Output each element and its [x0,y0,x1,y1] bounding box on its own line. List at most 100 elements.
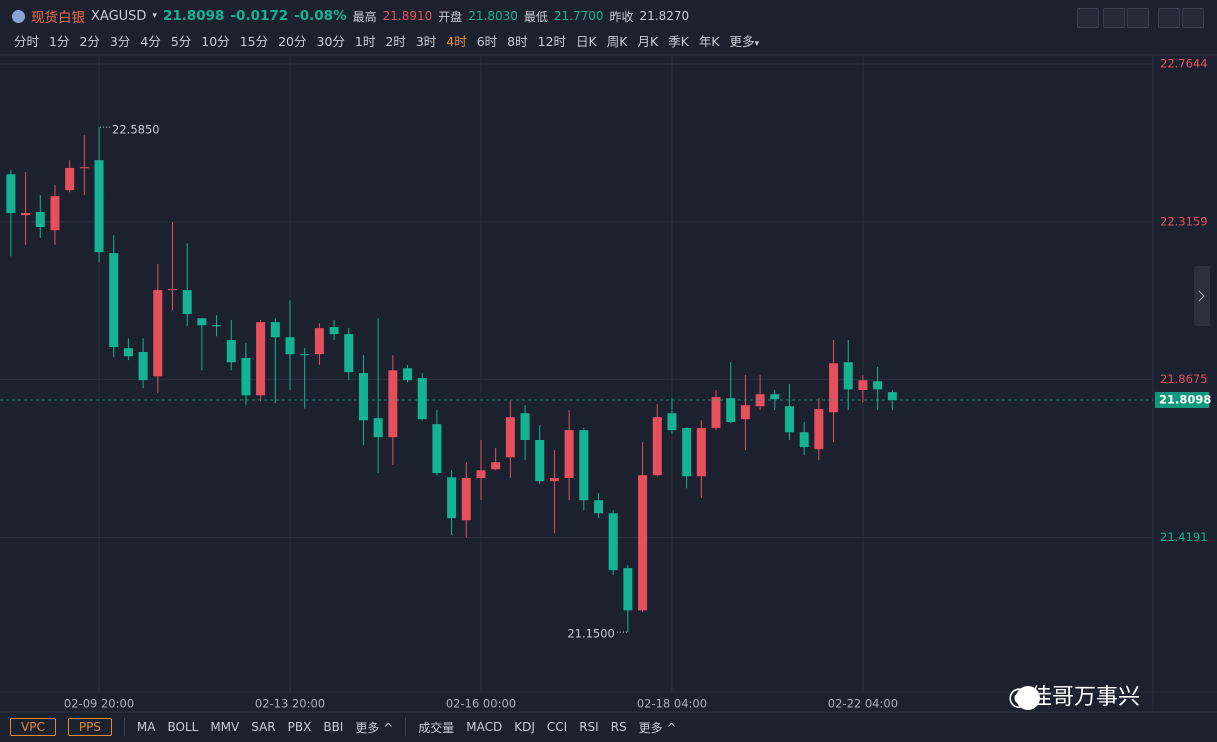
grid [0,55,1153,692]
timeframe[interactable]: 1分 [49,33,70,49]
candle-body [314,328,324,355]
candle-body [167,289,177,291]
separator [123,718,125,736]
value: 21.8270 [639,9,690,23]
timeframe[interactable]: 3分 [109,33,131,49]
tool-button[interactable] [1127,8,1149,28]
label: 最低 [523,9,548,24]
candle-body [447,477,457,519]
timeframe[interactable]: 12时 [537,33,567,49]
timeframe[interactable]: 30分 [316,33,345,49]
timeframe[interactable]: 6时 [476,33,498,49]
timeframe[interactable]: 4分 [140,33,161,49]
indicator[interactable]: MA [136,720,156,734]
candle-body [123,348,133,357]
timeframe[interactable]: 年K [698,33,720,49]
candle-body [241,358,251,396]
high-label: 22.5850 [112,123,160,137]
candle-body [843,362,853,390]
timeframe[interactable]: 20分 [278,33,307,49]
candle-body [770,394,780,400]
timeframe-bar: 分时 1分 2分 3分 4分 5分 10分 15分 20分 30分 1时 2时 3时 4时 6时 8时 12时日… [14,31,759,49]
candle-body [476,470,486,479]
y-tick-label: 21.8675 [1160,372,1208,386]
timeframe[interactable]: 1时 [354,33,376,49]
timeframe[interactable]: 分时 [14,33,40,49]
close-button[interactable] [1182,8,1204,28]
candle-body [799,432,809,448]
indicator[interactable]: RSI [579,720,599,734]
candle-body [300,354,310,356]
timeframe[interactable]: 3时 [415,33,437,49]
last-price-box [1155,391,1209,408]
candle-body [667,413,677,431]
indicator[interactable]: 更多 ^ [355,720,394,735]
label: 开盘 [438,9,463,24]
candle-body [623,568,633,611]
candle-body [873,381,883,390]
candle-body [564,430,574,479]
candle-body [417,378,427,420]
timeframe[interactable]: 2分 [79,33,100,49]
candle-body [520,413,530,441]
timeframe[interactable]: 日K [576,33,597,49]
x-tick-label: 02-22 04:00 [828,697,898,711]
candle-body [608,513,618,571]
symbol-icon [12,9,25,23]
last-price-label: 21.8098 [1159,392,1211,406]
candle-body [21,213,31,216]
candle-body [35,211,45,228]
candle-body [256,322,266,396]
tool-button[interactable] [1158,8,1180,28]
caret: ^ [662,720,677,735]
low-label: 21.1500 [567,627,615,641]
candle-body [491,462,501,470]
candle-body [212,325,222,327]
candle-body [579,430,589,501]
separator [405,718,407,736]
timeframe[interactable]: 周K [606,33,628,49]
symbol[interactable]: XAGUSD [91,8,147,24]
header: 现货白银 XAGUSD ▾ 21.8098 -0.0172 -0.08% 最高 21… [12,6,689,26]
tool-button[interactable] [1077,8,1099,28]
side-tab[interactable] [1194,266,1210,326]
indicator[interactable]: BOLL [167,720,199,734]
indicator[interactable]: PBX [287,720,312,734]
candle-body [388,370,398,438]
x-tick-label: 02-16 00:00 [446,697,516,711]
indicator[interactable]: MACD [466,720,503,734]
candle-body [829,363,839,413]
caret: ▾ [754,38,760,49]
timeframe[interactable]: 季K [668,33,689,49]
indicator[interactable]: RS [610,720,627,734]
timeframe[interactable]: 8时 [507,33,528,49]
indicator[interactable]: KDJ [514,720,535,734]
indicator[interactable]: 成交量 [418,720,455,735]
price: 21.8098 [162,8,225,24]
candle-body [285,337,295,355]
timeframe[interactable]: 10分 [201,33,230,49]
indicator[interactable]: CCI [546,720,568,734]
label: 最高 [352,9,377,24]
candle-body [594,500,603,514]
indicator-button[interactable]: PPS [67,718,112,736]
timeframe[interactable]: 5分 [170,33,192,49]
watermark-icon [1016,686,1040,710]
candle-body [138,352,148,381]
timeframe[interactable]: 更多▾ [729,33,760,49]
timeframe[interactable]: 15分 [239,33,269,49]
indicator-button[interactable]: VPC [10,718,56,736]
candle-body [638,475,648,611]
caret: ▾ [152,11,157,21]
timeframe[interactable]: 4时 [446,33,467,49]
indicator[interactable]: SAR [251,720,276,734]
side-arrow [1198,290,1205,302]
timeframe[interactable]: 月K [637,33,659,49]
indicator[interactable]: MMV [210,720,240,734]
indicator[interactable]: 更多 ^ [638,720,677,735]
timeframe[interactable]: 2时 [385,33,406,49]
indicator[interactable]: BBI [323,720,344,734]
candle-body [755,394,765,407]
change-pct: -0.08% [294,8,347,24]
tool-button[interactable] [1103,8,1125,28]
